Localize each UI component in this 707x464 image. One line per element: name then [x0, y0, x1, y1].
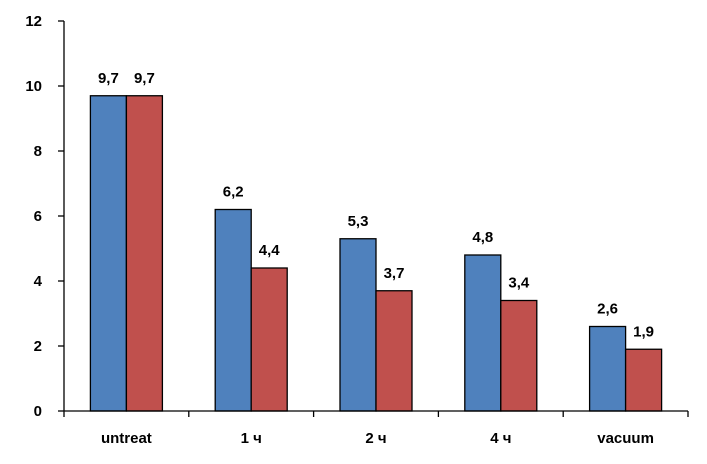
- bar-s2-2: [250, 267, 288, 412]
- y-tick-label-0: 0: [34, 403, 42, 420]
- bar-s1-4: [464, 254, 502, 412]
- y-tick-label-5: 10: [25, 78, 42, 95]
- bar-s1-5: [588, 325, 627, 412]
- x-tick-label-3: 2 ч: [365, 430, 386, 447]
- bar-s2-3: [375, 290, 413, 412]
- x-tick-label-5: vacuum: [597, 430, 654, 447]
- data-label-s1-3: 5,3: [348, 213, 369, 230]
- data-label-s1-1: 9,7: [98, 70, 119, 87]
- y-tick-label-6: 12: [25, 13, 42, 30]
- x-tick-label-2: 1 ч: [241, 430, 262, 447]
- y-tick-label-4: 8: [34, 143, 42, 160]
- y-ticks-layer: 0 2 4 6 8 10 12: [25, 13, 64, 420]
- data-label-s1-5: 2,6: [597, 301, 618, 318]
- data-label-s2-3: 3,7: [384, 265, 405, 282]
- bar-s2-4: [500, 299, 538, 412]
- x-labels-layer: untreat 1 ч 2 ч 4 ч vacuum: [101, 430, 654, 447]
- x-tick-label-1: untreat: [101, 430, 152, 447]
- bars-layer: [89, 95, 663, 412]
- data-label-s1-2: 6,2: [223, 184, 244, 201]
- bar-s1-2: [214, 208, 252, 412]
- bar-s2-5: [624, 348, 663, 412]
- data-label-s2-1: 9,7: [134, 70, 155, 87]
- y-tick-label-3: 6: [34, 208, 42, 225]
- data-label-s2-2: 4,4: [259, 242, 281, 259]
- bar-s1-1: [89, 95, 128, 412]
- data-label-s2-5: 1,9: [633, 323, 654, 340]
- y-tick-label-2: 4: [34, 273, 43, 290]
- data-labels-layer: 9,7 9,7 6,2 4,4 5,3 3,7 4,8 3,4 2,6 1,9: [98, 70, 654, 341]
- bar-s1-3: [339, 238, 377, 412]
- y-tick-label-1: 2: [34, 338, 42, 355]
- bar-s2-1: [125, 95, 164, 412]
- data-label-s1-4: 4,8: [472, 229, 493, 246]
- x-tick-label-4: 4 ч: [490, 430, 511, 447]
- data-label-s2-4: 3,4: [508, 275, 530, 292]
